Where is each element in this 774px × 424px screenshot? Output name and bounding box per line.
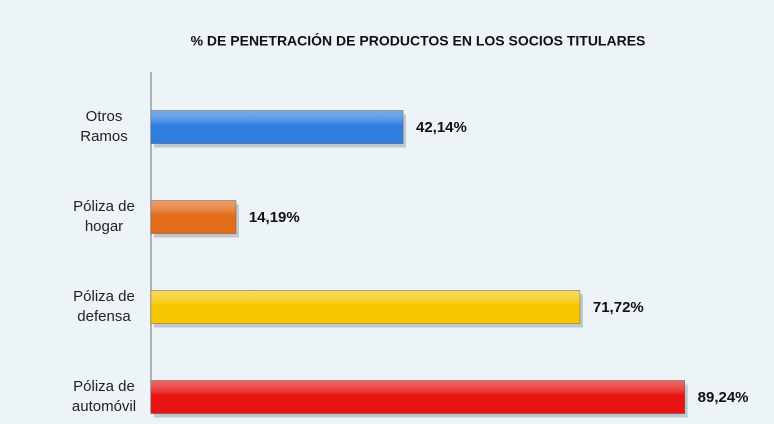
category-label: Póliza de automóvil bbox=[71, 378, 137, 415]
category-label: Póliza de hogar bbox=[73, 198, 135, 235]
bar-gloss bbox=[151, 200, 236, 234]
value-label: 89,24% bbox=[698, 389, 749, 406]
bar-gloss bbox=[151, 110, 403, 144]
value-label: 71,72% bbox=[593, 299, 644, 316]
chart-title: % DE PENETRACIÓN DE PRODUCTOS EN LOS SOC… bbox=[191, 32, 646, 49]
category-label: Otros Ramos bbox=[80, 108, 128, 145]
value-label: 42,14% bbox=[416, 119, 467, 136]
bar-gloss bbox=[151, 290, 580, 324]
value-label: 14,19% bbox=[249, 209, 300, 226]
bar-gloss bbox=[151, 380, 685, 414]
category-label: Póliza de defensa bbox=[73, 288, 135, 325]
